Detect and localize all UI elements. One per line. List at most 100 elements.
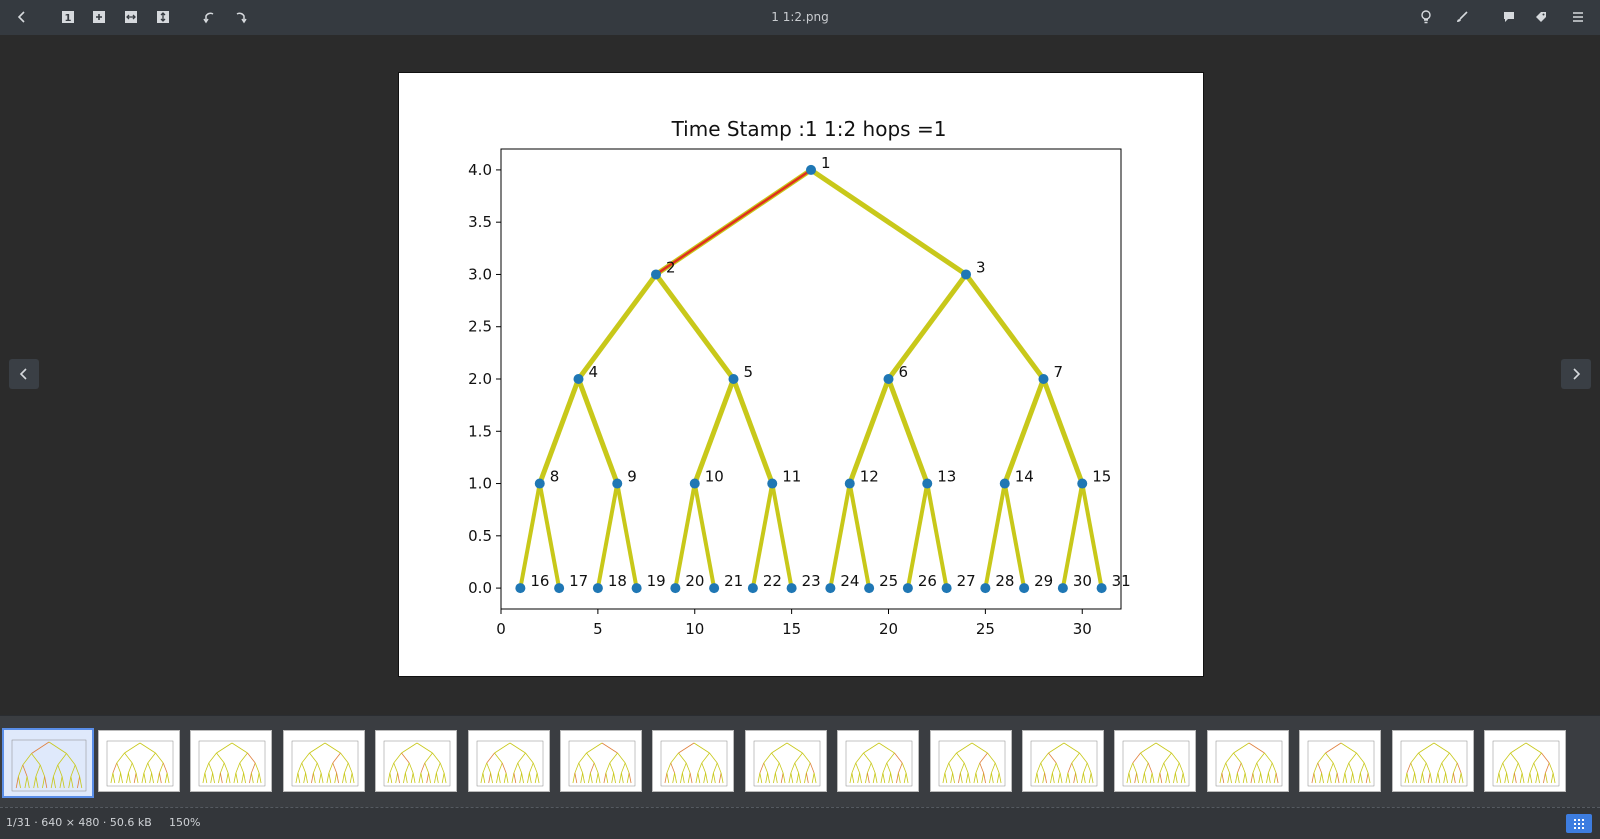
- thumbnail-image: [845, 740, 913, 787]
- thumbnail-image: [1215, 740, 1283, 787]
- filmstrip-thumbnail[interactable]: [837, 730, 919, 792]
- x-tick-label: 10: [685, 620, 704, 638]
- tree-edge: [537, 483, 562, 589]
- tree-edge: [983, 483, 1007, 589]
- menu-icon[interactable]: [1567, 6, 1589, 28]
- tree-edge: [518, 483, 542, 589]
- filmstrip-thumbnail[interactable]: [2, 728, 94, 798]
- next-image-button[interactable]: [1561, 359, 1591, 389]
- plot-frame: [500, 148, 1122, 610]
- tree-edge: [673, 483, 697, 589]
- node-label: 28: [995, 572, 1014, 590]
- thumbnail-toggle-button[interactable]: [1566, 814, 1592, 833]
- tree-node: [1038, 374, 1049, 384]
- tree-node: [612, 478, 623, 489]
- y-tick-label: 1.0: [468, 475, 492, 493]
- tree-node: [1096, 583, 1107, 594]
- y-tick-label: 4.0: [468, 161, 492, 179]
- filmstrip-thumbnail[interactable]: [1114, 730, 1196, 792]
- filmstrip-thumbnail[interactable]: [98, 730, 180, 792]
- node-label: 13: [937, 468, 956, 486]
- tree-edge: [905, 483, 930, 589]
- file-size: 50.6 kB: [109, 816, 152, 829]
- tree-node: [592, 583, 603, 594]
- tree-node: [1077, 478, 1088, 489]
- tree-edge: [828, 483, 852, 589]
- filmstrip-thumbnail[interactable]: [1022, 730, 1104, 792]
- filmstrip-thumbnail[interactable]: [375, 730, 457, 792]
- filmstrip-thumbnail[interactable]: [283, 730, 365, 792]
- highlighted-edge: [655, 168, 812, 276]
- tree-edge: [963, 272, 1046, 381]
- node-label: 29: [1034, 572, 1053, 590]
- tree-edge: [1060, 483, 1085, 589]
- node-label: 7: [1054, 363, 1064, 381]
- node-label: 5: [744, 363, 754, 381]
- tree-edge: [692, 483, 717, 589]
- thumbnail-image: [476, 740, 544, 787]
- back-icon[interactable]: [11, 6, 33, 28]
- tree-edge: [809, 167, 968, 277]
- thumbnail-image: [660, 740, 728, 787]
- tree-node: [573, 374, 584, 384]
- tree-edge: [615, 483, 639, 589]
- tree-edge: [1002, 483, 1027, 589]
- filmstrip-thumbnail[interactable]: [1207, 730, 1289, 792]
- fit-window-icon[interactable]: [88, 6, 110, 28]
- image-stage: Time Stamp :1 1:2 hops =1 1 2 3 4 5 6 7 8 9 10 11 1…: [0, 35, 1600, 715]
- thumbnail-image: [1307, 740, 1375, 787]
- filmstrip-thumbnail[interactable]: [1484, 730, 1566, 792]
- comment-icon[interactable]: [1498, 6, 1520, 28]
- tree-edge: [576, 378, 620, 485]
- tree-node: [980, 583, 991, 594]
- filmstrip-thumbnail[interactable]: [1392, 730, 1474, 792]
- tree-node: [786, 583, 797, 594]
- y-tick-label: 2.5: [468, 318, 492, 336]
- node-label: 30: [1073, 572, 1092, 590]
- tree-node: [941, 583, 952, 594]
- bulb-icon[interactable]: [1415, 6, 1437, 28]
- tree-node: [651, 269, 661, 280]
- node-label: 1: [821, 154, 831, 172]
- node-label: 18: [608, 572, 627, 590]
- thumbnail-image: [383, 740, 451, 787]
- filmstrip-thumbnail[interactable]: [190, 730, 272, 792]
- x-tick-label: 0: [496, 620, 506, 638]
- chart-title: Time Stamp :1 1:2 hops =1: [671, 117, 947, 141]
- filmstrip-thumbnail[interactable]: [560, 730, 642, 792]
- tree-node: [806, 164, 816, 175]
- filmstrip: [0, 715, 1600, 808]
- tree-node: [1019, 583, 1030, 594]
- filmstrip-thumbnail[interactable]: [745, 730, 827, 792]
- tree-node: [767, 478, 778, 489]
- toolbar: 1 1 1:2.png: [0, 0, 1600, 36]
- rotate-left-icon[interactable]: [198, 6, 220, 28]
- tree-node: [922, 478, 933, 489]
- rotate-right-icon[interactable]: [230, 6, 252, 28]
- tree-edge: [731, 378, 775, 485]
- node-label: 25: [879, 572, 898, 590]
- zoom-level[interactable]: 150%: [169, 816, 201, 829]
- tree-node: [883, 374, 894, 384]
- chart-edges: [518, 167, 1104, 589]
- node-label: 19: [647, 572, 666, 590]
- thumbnail-image: [568, 740, 636, 787]
- filmstrip-thumbnail[interactable]: [1299, 730, 1381, 792]
- brush-icon[interactable]: [1451, 6, 1473, 28]
- image-dimensions: 640 × 480: [41, 816, 100, 829]
- filmstrip-thumbnail[interactable]: [652, 730, 734, 792]
- tree-node: [844, 478, 855, 489]
- fit-width-icon[interactable]: [120, 6, 142, 28]
- thumbnail-image: [198, 740, 266, 787]
- grid-icon: [1574, 818, 1584, 829]
- thumbnail-image: [1030, 740, 1098, 787]
- fit-height-icon[interactable]: [152, 6, 174, 28]
- previous-image-button[interactable]: [9, 359, 39, 389]
- tag-icon[interactable]: [1530, 6, 1552, 28]
- node-label: 8: [550, 468, 560, 486]
- node-label: 3: [976, 258, 986, 276]
- node-label: 22: [763, 572, 782, 590]
- actual-size-icon[interactable]: 1: [57, 6, 79, 28]
- filmstrip-thumbnail[interactable]: [468, 730, 550, 792]
- filmstrip-thumbnail[interactable]: [930, 730, 1012, 792]
